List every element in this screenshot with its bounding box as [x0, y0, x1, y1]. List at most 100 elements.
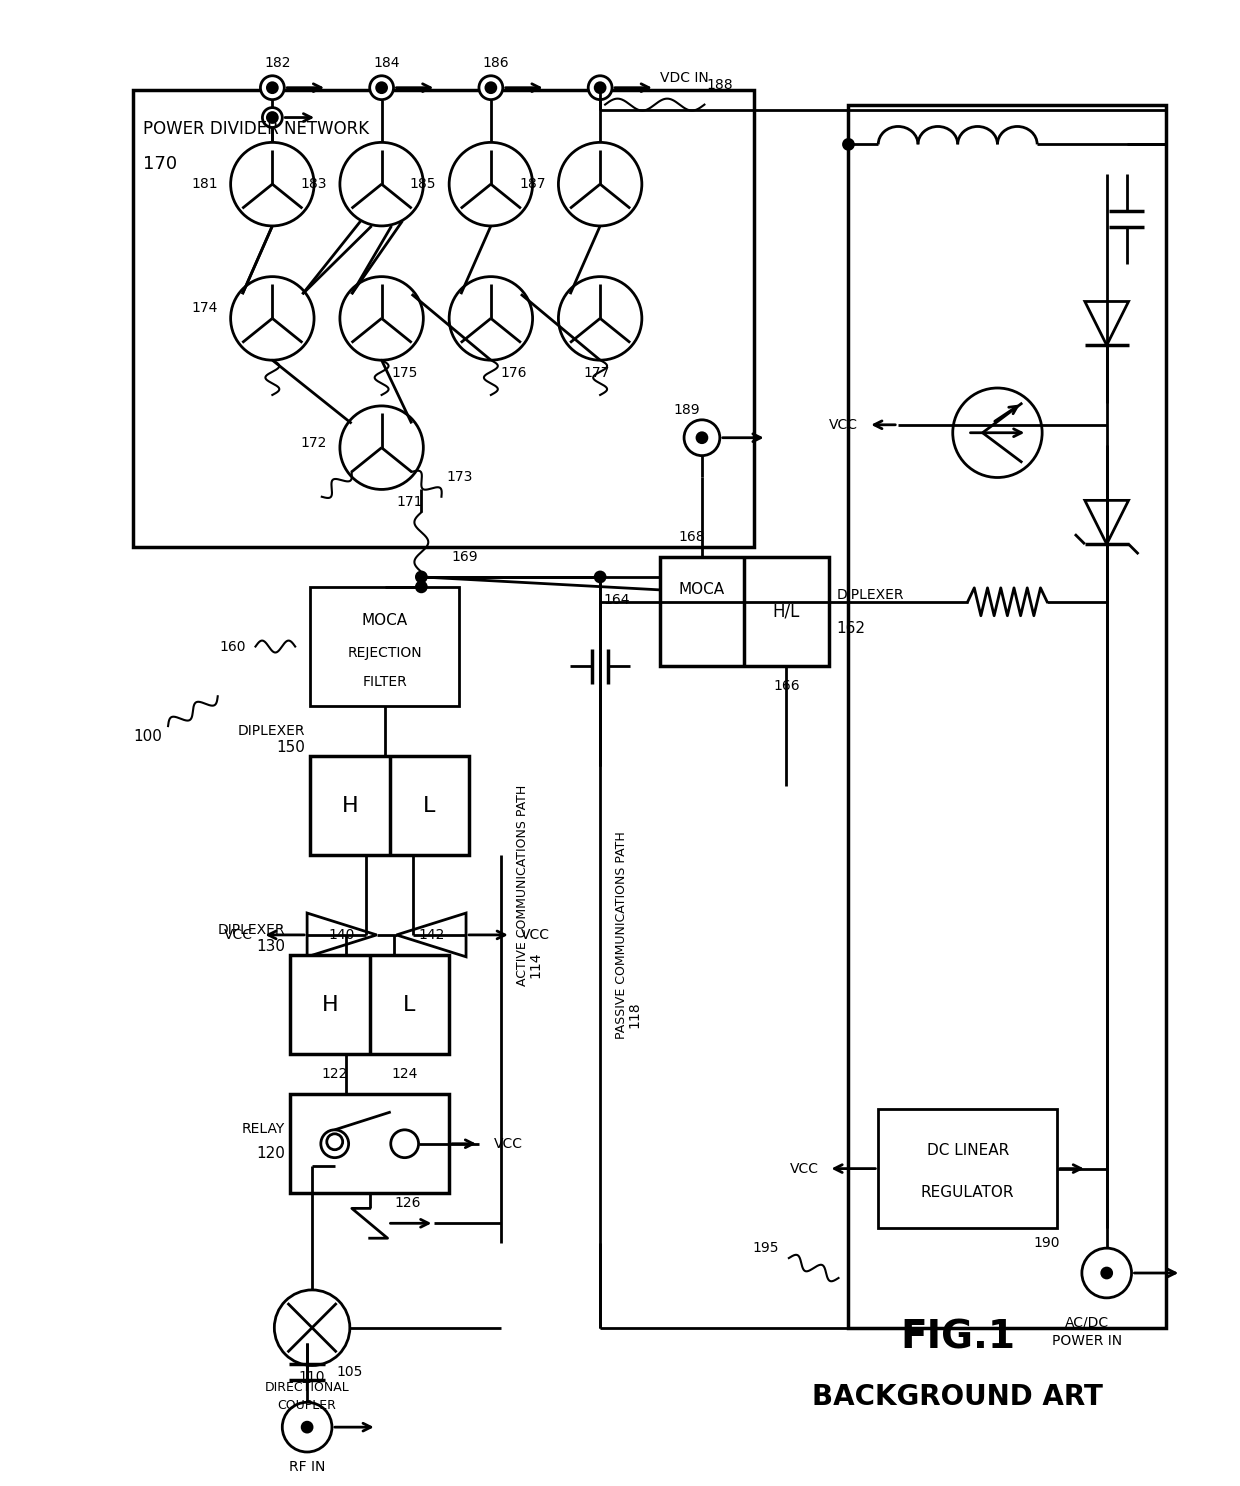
Circle shape [231, 276, 314, 360]
Circle shape [263, 107, 283, 128]
Text: POWER DIVIDER NETWORK: POWER DIVIDER NETWORK [144, 120, 370, 138]
Circle shape [843, 140, 853, 150]
Text: VCC: VCC [494, 1137, 523, 1150]
Text: VCC: VCC [830, 418, 858, 432]
Text: RELAY: RELAY [242, 1122, 285, 1135]
Text: 124: 124 [392, 1067, 418, 1082]
Circle shape [268, 83, 278, 92]
Circle shape [595, 83, 605, 92]
Circle shape [268, 113, 278, 122]
Text: DIPLEXER: DIPLEXER [218, 923, 285, 938]
Circle shape [558, 143, 642, 226]
Circle shape [1102, 1268, 1112, 1278]
Circle shape [417, 583, 427, 591]
Text: 162: 162 [837, 621, 866, 636]
Text: L: L [423, 795, 435, 816]
Text: REGULATOR: REGULATOR [921, 1184, 1014, 1201]
Text: AC/DC: AC/DC [1065, 1315, 1109, 1330]
Text: 150: 150 [277, 740, 305, 755]
Text: 110: 110 [299, 1370, 325, 1385]
Circle shape [274, 1290, 350, 1366]
Text: 176: 176 [501, 366, 527, 380]
Text: 105: 105 [337, 1366, 363, 1379]
Bar [878, 1109, 1056, 1229]
Text: MOCA: MOCA [678, 583, 725, 597]
Circle shape [303, 1422, 312, 1433]
Text: FIG.1: FIG.1 [900, 1318, 1016, 1357]
Text: RF IN: RF IN [289, 1459, 325, 1474]
Text: 177: 177 [584, 366, 610, 380]
Text: REJECTION: REJECTION [347, 645, 422, 660]
Text: 170: 170 [144, 155, 177, 174]
Circle shape [340, 143, 423, 226]
Text: MOCA: MOCA [362, 612, 408, 627]
Text: H/L: H/L [773, 603, 800, 621]
Circle shape [684, 421, 720, 456]
Text: 126: 126 [394, 1196, 422, 1211]
Text: H: H [341, 795, 358, 816]
Circle shape [377, 83, 387, 92]
Text: DC LINEAR: DC LINEAR [926, 1143, 1009, 1158]
Circle shape [340, 406, 423, 489]
Bar [660, 557, 828, 666]
Text: 120: 120 [257, 1146, 285, 1161]
Circle shape [449, 276, 533, 360]
Circle shape [558, 276, 642, 360]
Circle shape [697, 432, 707, 443]
Text: COUPLER: COUPLER [278, 1398, 336, 1412]
Text: BACKGROUND ART: BACKGROUND ART [812, 1383, 1104, 1412]
Text: 171: 171 [397, 495, 423, 510]
Circle shape [327, 1134, 342, 1150]
Text: DIPLEXER: DIPLEXER [238, 724, 305, 739]
Bar [290, 1094, 449, 1193]
Circle shape [479, 76, 502, 100]
Text: 160: 160 [219, 639, 246, 654]
Text: 189: 189 [673, 403, 701, 418]
Text: 100: 100 [134, 728, 162, 743]
Text: 122: 122 [321, 1067, 348, 1082]
Circle shape [260, 76, 284, 100]
Text: 184: 184 [373, 56, 399, 70]
Circle shape [449, 143, 533, 226]
Bar [310, 587, 459, 706]
Circle shape [588, 76, 613, 100]
Circle shape [595, 572, 605, 583]
Circle shape [340, 276, 423, 360]
Text: 172: 172 [300, 435, 327, 450]
Circle shape [321, 1129, 348, 1158]
Circle shape [486, 83, 496, 92]
Text: DIRECTIONAL: DIRECTIONAL [265, 1380, 350, 1394]
Text: 140: 140 [329, 927, 355, 942]
Text: PASSIVE COMMUNICATIONS PATH: PASSIVE COMMUNICATIONS PATH [615, 831, 627, 1039]
Circle shape [370, 76, 393, 100]
Circle shape [1081, 1248, 1132, 1297]
Text: 173: 173 [446, 471, 472, 484]
Text: VCC: VCC [790, 1162, 818, 1175]
Text: DIPLEXER: DIPLEXER [837, 588, 904, 602]
Text: 166: 166 [773, 679, 800, 694]
Bar [848, 104, 1167, 1327]
Circle shape [283, 1403, 332, 1452]
Text: VDC IN: VDC IN [660, 71, 708, 85]
Circle shape [391, 1129, 419, 1158]
Text: 185: 185 [409, 177, 436, 192]
Text: VCC: VCC [223, 927, 253, 942]
Circle shape [417, 572, 427, 583]
Text: 130: 130 [257, 939, 285, 954]
Text: VCC: VCC [521, 927, 549, 942]
Circle shape [231, 143, 314, 226]
Text: 114: 114 [528, 951, 543, 978]
Text: 142: 142 [418, 927, 444, 942]
Text: 169: 169 [451, 550, 477, 565]
Text: L: L [403, 994, 415, 1015]
Text: 183: 183 [300, 177, 327, 192]
Text: 118: 118 [627, 1002, 642, 1028]
Text: 175: 175 [392, 366, 418, 380]
Text: 168: 168 [678, 531, 706, 544]
Text: 187: 187 [520, 177, 546, 192]
Text: 182: 182 [264, 56, 290, 70]
Text: 190: 190 [1034, 1236, 1060, 1250]
Bar [290, 955, 449, 1054]
Bar [133, 89, 754, 547]
Text: 164: 164 [604, 593, 630, 606]
